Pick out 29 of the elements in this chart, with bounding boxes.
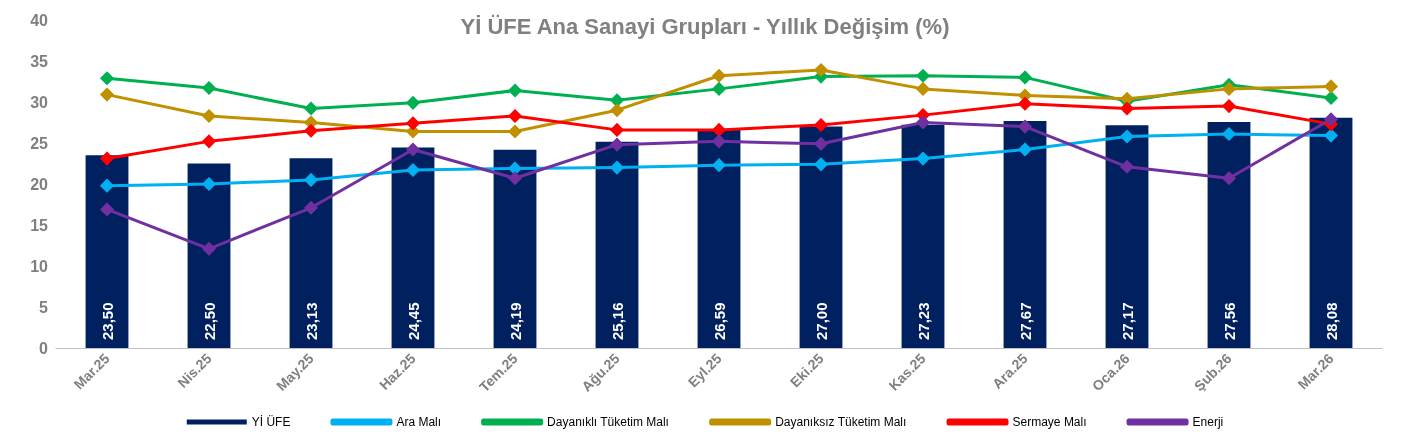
y-tick-label: 15	[30, 216, 49, 234]
legend-label: Ara Malı	[396, 415, 442, 429]
data-label: 27,00	[812, 302, 830, 340]
y-tick-label: 5	[39, 298, 49, 316]
data-label: 24,19	[506, 302, 524, 340]
data-label: 24,45	[404, 302, 422, 340]
data-label: 27,67	[1016, 302, 1034, 340]
data-label: 23,13	[302, 302, 320, 340]
y-tick-label: 10	[30, 257, 49, 275]
data-label: 27,23	[914, 302, 932, 340]
y-tick-label: 40	[30, 11, 49, 29]
y-tick-label: 35	[30, 52, 49, 70]
data-label: 23,50	[98, 302, 116, 340]
chart-title: Yİ ÜFE Ana Sanayi Grupları - Yıllık Değişim (%)	[460, 13, 950, 39]
y-tick-label: 30	[30, 93, 49, 111]
data-label: 27,17	[1118, 302, 1136, 340]
data-label: 22,50	[200, 302, 218, 340]
legend-label: Yİ ÜFE	[251, 415, 291, 429]
legend-label: Dayanıklı Tüketim Malı	[547, 415, 669, 429]
legend-label: Sermaye Malı	[1012, 415, 1087, 429]
legend-label: Enerji	[1192, 415, 1224, 429]
y-tick-label: 25	[30, 134, 49, 152]
y-tick-label: 20	[30, 175, 49, 193]
data-label: 26,59	[710, 302, 728, 340]
data-label: 28,08	[1322, 302, 1340, 340]
legend-label: Dayanıksız Tüketim Malı	[775, 415, 907, 429]
data-label: 27,56	[1220, 302, 1238, 340]
data-label: 25,16	[608, 302, 626, 340]
y-tick-label: 0	[39, 339, 49, 357]
